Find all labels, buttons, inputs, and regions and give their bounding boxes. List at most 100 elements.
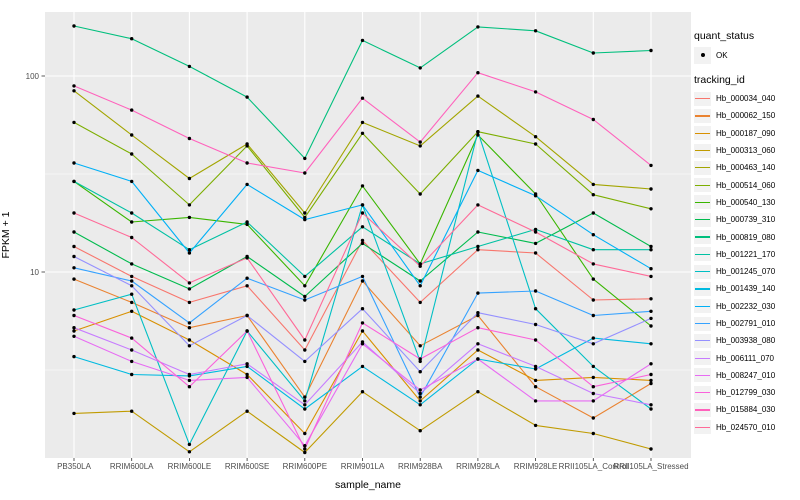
data-point — [418, 144, 422, 148]
x-tick-label: PB350LA — [57, 462, 91, 471]
data-point — [591, 385, 595, 389]
data-point — [649, 362, 653, 366]
data-point — [245, 364, 249, 369]
data-point — [130, 152, 134, 156]
data-point — [187, 281, 192, 285]
data-point — [476, 313, 480, 318]
data-point — [533, 367, 538, 371]
data-point — [533, 251, 538, 255]
data-point — [130, 300, 134, 305]
data-point — [72, 244, 76, 249]
data-point — [72, 254, 76, 259]
data-point — [130, 372, 134, 377]
line-swatch-icon — [695, 305, 710, 307]
line-swatch-icon — [695, 271, 710, 273]
data-point — [476, 244, 480, 249]
data-point — [72, 308, 76, 312]
data-point — [303, 447, 307, 451]
data-point — [649, 267, 653, 271]
data-point — [245, 284, 249, 288]
legend-item-Hb_000540_130: Hb_000540_130 — [694, 194, 800, 211]
data-point — [649, 297, 653, 301]
data-point — [360, 307, 365, 311]
data-point — [72, 277, 76, 281]
data-point — [649, 407, 653, 411]
legend-label: Hb_001245_070 — [716, 267, 776, 277]
legend-item-Hb_000034_040: Hb_000034_040 — [694, 90, 800, 107]
data-point — [591, 117, 595, 122]
legend-item-Hb_008247_010: Hb_008247_010 — [694, 367, 800, 384]
legend-key-Hb_003938_080 — [694, 333, 711, 348]
data-point — [360, 241, 365, 246]
data-point — [418, 284, 422, 288]
legend-label: Hb_000819_080 — [716, 232, 776, 242]
x-axis-title: sample_name — [335, 479, 401, 491]
data-point — [418, 279, 422, 283]
data-point — [649, 316, 653, 321]
point-swatch-icon — [700, 53, 705, 57]
data-point — [303, 444, 307, 448]
data-point — [476, 348, 480, 352]
data-point — [418, 391, 422, 396]
data-point — [476, 230, 480, 234]
legend-item-Hb_006111_070: Hb_006111_070 — [694, 349, 800, 366]
line-swatch-icon — [695, 288, 710, 290]
data-point — [418, 264, 422, 268]
legend-item-Hb_000739_310: Hb_000739_310 — [694, 211, 800, 228]
legend-tracking-items: Hb_000034_040 Hb_000062_150 Hb_000187_090 H… — [694, 90, 800, 436]
data-point — [130, 348, 134, 352]
x-tick-label: RRIM901LA — [341, 462, 385, 471]
data-point — [245, 375, 249, 380]
data-point — [360, 279, 365, 283]
data-point — [72, 334, 76, 338]
data-point — [591, 211, 595, 215]
data-point — [533, 135, 538, 139]
data-point — [245, 329, 249, 333]
data-point — [476, 248, 480, 252]
data-point — [303, 298, 307, 302]
y-axis-title: FPKM + 1 — [0, 211, 12, 259]
legend-label-ok: OK — [716, 50, 728, 60]
data-point — [245, 256, 249, 260]
data-point — [360, 120, 365, 125]
data-point — [591, 364, 595, 369]
data-point — [187, 450, 192, 454]
data-point — [130, 274, 134, 279]
data-point — [476, 390, 480, 394]
x-tick-label: RRIM600LE — [168, 462, 212, 471]
data-point — [418, 140, 422, 144]
data-point — [649, 248, 653, 252]
data-point — [187, 321, 192, 325]
legend-label: Hb_012799_030 — [716, 388, 776, 398]
data-point — [418, 403, 422, 407]
line-swatch-icon — [695, 426, 710, 428]
legend-key-Hb_001245_070 — [694, 264, 711, 279]
data-point — [187, 300, 192, 305]
data-point — [533, 194, 538, 198]
data-point — [303, 399, 307, 403]
data-point — [130, 220, 134, 224]
data-point — [303, 403, 307, 407]
legend-label: Hb_008247_010 — [716, 370, 776, 380]
data-point — [187, 378, 192, 383]
legend-item-Hb_012799_030: Hb_012799_030 — [694, 384, 800, 401]
data-point — [72, 266, 76, 270]
line-swatch-icon — [695, 340, 710, 342]
legend-label: Hb_015884_030 — [716, 405, 776, 415]
legend-label: Hb_000540_130 — [716, 197, 776, 207]
data-point — [245, 222, 249, 227]
data-point — [591, 298, 595, 302]
legend-key-Hb_012799_030 — [694, 385, 711, 400]
data-point — [360, 211, 365, 215]
data-point — [303, 359, 307, 364]
legend-label: Hb_000187_090 — [716, 128, 776, 138]
data-point — [187, 287, 192, 291]
plot-panel — [45, 12, 691, 458]
data-point — [245, 409, 249, 413]
data-point — [72, 230, 76, 234]
data-point — [649, 342, 653, 346]
data-point — [130, 292, 134, 296]
line-swatch-icon — [695, 98, 710, 100]
data-point — [360, 38, 365, 43]
